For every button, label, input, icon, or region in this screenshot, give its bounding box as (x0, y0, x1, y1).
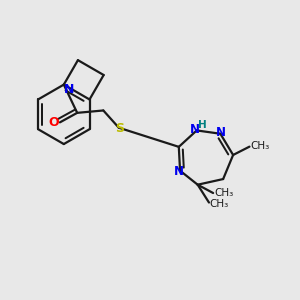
Text: N: N (216, 126, 226, 140)
Text: H: H (198, 120, 207, 130)
Text: O: O (48, 116, 59, 130)
Text: CH₃: CH₃ (250, 141, 270, 151)
Text: S: S (115, 122, 124, 135)
Text: N: N (174, 165, 184, 178)
Text: N: N (190, 123, 200, 136)
Text: N: N (64, 83, 74, 97)
Text: CH₃: CH₃ (214, 188, 233, 198)
Text: CH₃: CH₃ (210, 199, 229, 209)
